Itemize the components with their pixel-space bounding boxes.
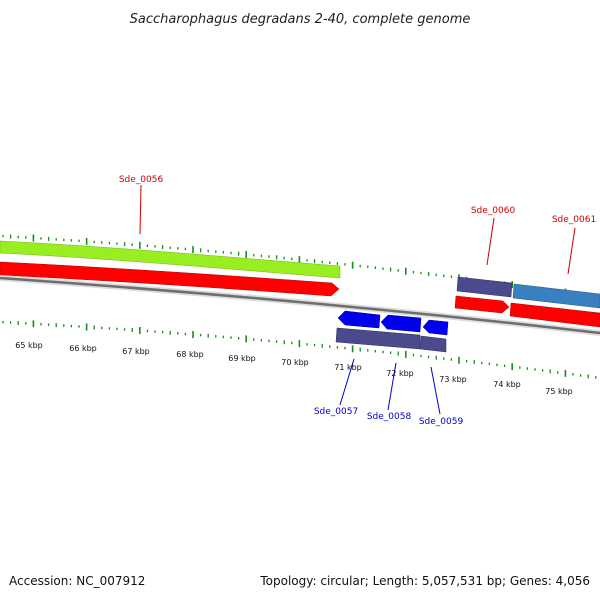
cds-forward-arrow-0060 [454, 295, 510, 314]
scale-label: 67 kbp [122, 347, 150, 356]
gene-label-sde-0056[interactable]: Sde_0056 [119, 175, 164, 185]
leader-line-sde-0059 [430, 366, 441, 415]
leader-line-sde-0056 [139, 184, 142, 235]
feature-steel-right [512, 283, 600, 309]
feature-purple-reverse-1 [335, 327, 421, 350]
leader-line-sde-0061 [567, 227, 576, 275]
cds-reverse-arrow-0058 [380, 314, 422, 333]
leader-line-sde-0058 [387, 362, 397, 411]
gc-skew-ticks-bottom [2, 320, 597, 379]
gene-label-sde-0059[interactable]: Sde_0059 [419, 417, 464, 427]
scale-label: 66 kbp [69, 344, 97, 353]
cds-forward-arrow-0061 [509, 302, 600, 328]
scale-label: 75 kbp [545, 387, 573, 396]
scale-label: 65 kbp [15, 341, 43, 350]
map-title: Saccharophagus degradans 2-40, complete … [130, 12, 471, 27]
genome-backbone-line [0, 276, 600, 335]
scale-labels: 65 kbp 66 kbp 67 kbp 68 kbp 69 kbp 70 kbp 71 k… [15, 341, 573, 396]
gene-label-sde-0060[interactable]: Sde_0060 [471, 206, 516, 216]
scale-label: 74 kbp [493, 380, 521, 389]
gene-label-sde-0057[interactable]: Sde_0057 [314, 407, 358, 417]
scale-label: 70 kbp [281, 358, 309, 367]
feature-purple-right [456, 276, 513, 298]
cds-forward-arrow [0, 261, 340, 297]
leader-line-sde-0057 [339, 358, 355, 406]
leader-line-sde-0060 [486, 217, 495, 266]
cds-reverse-arrow-0059 [422, 319, 449, 336]
scale-label: 71 kbp [334, 363, 362, 372]
feature-track-green [0, 240, 341, 279]
gene-label-sde-0058[interactable]: Sde_0058 [367, 412, 412, 422]
scale-label: 73 kbp [439, 375, 467, 384]
feature-purple-reverse-2 [419, 335, 447, 353]
accession-text: Accession: NC_007912 [9, 574, 145, 588]
scale-label: 69 kbp [228, 354, 256, 363]
scale-label: 72 kbp [386, 369, 414, 378]
genome-summary-text: Topology: circular; Length: 5,057,531 bp… [259, 574, 590, 588]
scale-label: 68 kbp [176, 350, 204, 359]
gene-label-sde-0061[interactable]: Sde_0061 [552, 215, 596, 225]
cds-reverse-arrow-0057 [337, 310, 381, 329]
